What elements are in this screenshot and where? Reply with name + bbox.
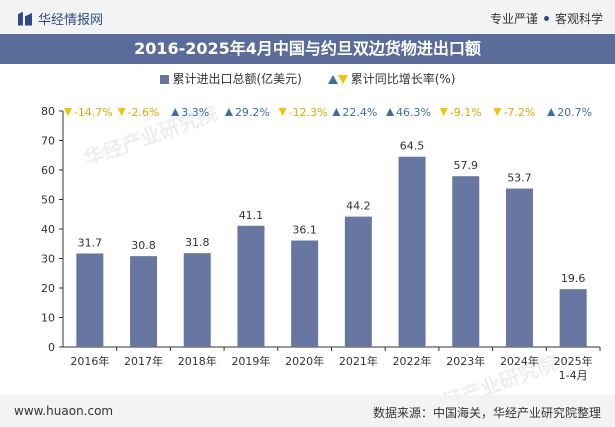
growth-up-marker (171, 108, 180, 116)
logo-icon (18, 11, 32, 26)
growth-down-marker (117, 108, 126, 116)
bar (452, 176, 480, 347)
bar (183, 253, 211, 347)
growth-label: 3.3% (181, 106, 209, 119)
bar-value-label: 41.1 (239, 209, 264, 222)
growth-down-marker (278, 108, 287, 116)
growth-label: -7.2% (503, 106, 535, 119)
bar-value-label: 44.2 (346, 200, 371, 213)
bar (130, 256, 158, 347)
growth-down-marker (63, 108, 72, 116)
growth-label: 46.3% (396, 106, 431, 119)
bar (291, 240, 319, 347)
bar-value-label: 57.9 (454, 159, 479, 172)
legend: 累计进出口总额(亿美元) 累计同比增长率(%) (0, 70, 615, 87)
bar-legend-label: 累计进出口总额(亿美元) (172, 72, 302, 86)
chart-title: 2016-2025年4月中国与约旦双边货物进出口额 (0, 34, 615, 64)
growth-up-marker (547, 108, 556, 116)
bar (505, 188, 533, 347)
bar-value-label: 31.7 (78, 236, 103, 249)
growth-up-marker (332, 108, 341, 116)
bar-value-label: 31.8 (185, 236, 210, 249)
x-tick-label: 2022年 (393, 354, 432, 368)
y-tick-label: 80 (41, 105, 55, 118)
brand-name: 华经情报网 (38, 13, 104, 28)
y-tick-label: 30 (41, 253, 55, 266)
x-tick-label: 2021年 (339, 354, 378, 368)
x-tick-label: 2019年 (231, 354, 270, 368)
growth-label: 20.7% (557, 106, 592, 119)
x-tick-label: 2025年 (554, 354, 593, 368)
x-tick-label: 1-4月 (559, 369, 588, 382)
growth-label: 29.2% (235, 106, 270, 119)
x-tick-label: 2016年 (70, 354, 109, 368)
growth-down-marker (493, 108, 502, 116)
growth-label: -14.7% (74, 106, 113, 119)
website-link[interactable]: www.huaon.com (14, 404, 114, 418)
bar-value-label: 36.1 (292, 224, 317, 237)
y-tick-label: 50 (41, 194, 55, 207)
growth-down-marker (439, 108, 448, 116)
x-tick-label: 2017年 (124, 354, 163, 368)
bar (237, 225, 265, 347)
y-tick-label: 10 (41, 312, 55, 325)
y-tick-label: 20 (41, 282, 55, 295)
growth-up-marker (386, 108, 395, 116)
bar (559, 289, 587, 347)
bar-value-label: 30.8 (131, 239, 156, 252)
bar (344, 216, 372, 347)
bar-value-label: 53.7 (507, 172, 532, 185)
x-tick-label: 2024年 (500, 354, 539, 368)
y-tick-label: 0 (48, 341, 55, 354)
y-tick-label: 70 (41, 135, 55, 148)
bar-value-label: 19.6 (561, 272, 586, 285)
growth-legend-label: 累计同比增长率(%) (350, 72, 456, 86)
y-tick-label: 60 (41, 164, 55, 177)
growth-down-icon (337, 75, 348, 84)
growth-label: -2.6% (128, 106, 160, 119)
x-tick-label: 2020年 (285, 354, 324, 368)
x-tick-label: 2018年 (178, 354, 217, 368)
growth-label: 22.4% (342, 106, 377, 119)
top-bar: 华经情报网 专业严谨 客观科学 (0, 0, 615, 34)
growth-up-marker (224, 108, 233, 116)
slogan-left: 专业严谨 (489, 12, 538, 26)
brand[interactable]: 华经情报网 (18, 9, 103, 28)
growth-label: -9.1% (450, 106, 482, 119)
slogan: 专业严谨 客观科学 (490, 10, 603, 27)
bottom-bar: www.huaon.com 数据来源：中国海关，华经产业研究院整理 (0, 395, 615, 427)
y-tick-label: 40 (41, 223, 55, 236)
bar-value-label: 64.5 (400, 140, 425, 153)
dot-icon (543, 16, 549, 21)
growth-label: -12.3% (289, 106, 328, 119)
bar (398, 156, 426, 347)
chart-area: 0 10 20 30 40 50 60 70 80 31.7 2016年 -14.7% 30.8 2017… (41, 105, 601, 382)
bar (76, 253, 104, 347)
bar-legend-swatch (159, 75, 169, 84)
growth-up-icon (327, 75, 338, 84)
data-source: 数据来源：中国海关，华经产业研究院整理 (372, 406, 601, 420)
slogan-right: 客观科学 (554, 12, 603, 26)
x-tick-label: 2023年 (446, 354, 485, 368)
